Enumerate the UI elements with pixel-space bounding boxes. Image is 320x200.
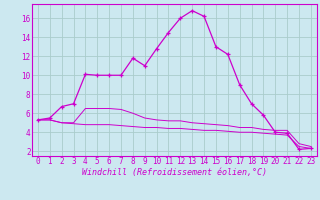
X-axis label: Windchill (Refroidissement éolien,°C): Windchill (Refroidissement éolien,°C): [82, 168, 267, 177]
